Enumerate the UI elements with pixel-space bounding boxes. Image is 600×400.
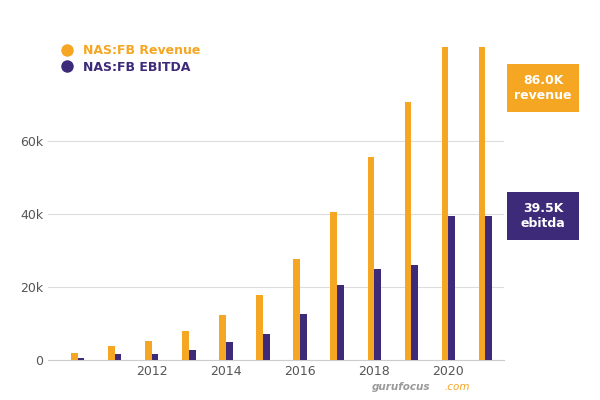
- Bar: [263, 334, 269, 360]
- Bar: [152, 354, 158, 360]
- Text: .com: .com: [444, 382, 470, 392]
- Text: gurufocus: gurufocus: [372, 382, 431, 392]
- Bar: [300, 314, 307, 360]
- Legend: NAS:FB Revenue, NAS:FB EBITDA: NAS:FB Revenue, NAS:FB EBITDA: [54, 38, 206, 80]
- Bar: [448, 216, 455, 360]
- Bar: [442, 47, 448, 360]
- Bar: [337, 285, 344, 360]
- Bar: [115, 354, 121, 360]
- Bar: [145, 342, 152, 360]
- Text: 86.0K
revenue: 86.0K revenue: [514, 74, 572, 102]
- Bar: [77, 358, 85, 360]
- Bar: [404, 102, 412, 360]
- Bar: [182, 331, 189, 360]
- Bar: [108, 346, 115, 360]
- Bar: [219, 314, 226, 360]
- Bar: [256, 295, 263, 360]
- Bar: [71, 353, 77, 360]
- Bar: [226, 342, 233, 360]
- Bar: [331, 212, 337, 360]
- Bar: [368, 156, 374, 360]
- Bar: [479, 46, 485, 360]
- Bar: [412, 265, 418, 360]
- Bar: [293, 259, 300, 360]
- Bar: [374, 269, 381, 360]
- Bar: [485, 216, 492, 360]
- Text: 39.5K
ebitda: 39.5K ebitda: [521, 202, 565, 230]
- Bar: [189, 350, 196, 360]
